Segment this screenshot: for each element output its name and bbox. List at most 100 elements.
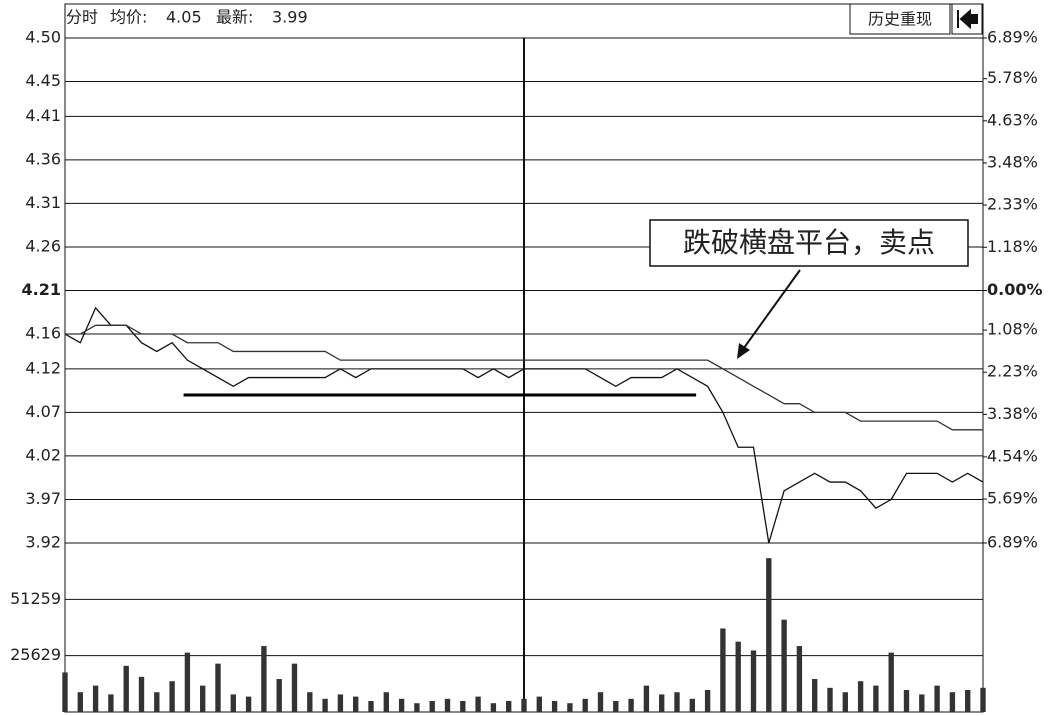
y2-tick-label: 5.69%	[987, 489, 1038, 508]
volume-bar	[827, 687, 833, 712]
history-button[interactable]: 历史重现	[849, 3, 951, 35]
volume-bar	[842, 692, 848, 712]
y-tick-label: 3.92	[25, 533, 61, 552]
back-icon[interactable]	[957, 8, 978, 30]
volume-bar	[414, 703, 420, 712]
volume-bar	[307, 692, 313, 712]
volume-bar	[689, 698, 695, 712]
volume-bar	[919, 694, 925, 712]
volume-bar	[108, 694, 114, 712]
volume-bar	[138, 676, 145, 712]
volume-tick-label: 25629	[10, 645, 61, 664]
price-line	[64, 306, 984, 544]
y2-tick-label: 2.33%	[987, 195, 1038, 214]
volume-bar	[628, 698, 634, 712]
volume-bar	[873, 685, 879, 712]
volume-bar	[812, 679, 818, 712]
volume-bar	[521, 698, 527, 712]
volume-bar	[429, 701, 435, 712]
volume-bar	[551, 701, 558, 712]
volume-bar	[613, 701, 619, 712]
volume-bar	[460, 701, 466, 712]
button-box[interactable]	[849, 3, 951, 35]
last-label: 最新:	[216, 8, 253, 27]
volume-bar	[643, 685, 650, 712]
y2-tick-label: 5.78%	[987, 68, 1038, 87]
annotation: 跌破横盘平台，卖点	[649, 219, 969, 359]
volume-bar	[475, 696, 481, 712]
y2-tick-label: 0.00%	[987, 280, 1043, 299]
volume-bar	[62, 672, 68, 712]
y-tick-label: 4.50	[25, 28, 61, 47]
y-tick-label: 4.26	[25, 236, 61, 255]
y2-tick-label: 3.48%	[987, 152, 1038, 171]
volume-bar	[888, 652, 894, 712]
avg-label: 均价:	[110, 8, 147, 27]
volume-bar	[261, 646, 267, 712]
volume-bar	[980, 687, 986, 712]
y-tick-label: 4.07	[25, 402, 61, 421]
volume-bar	[200, 685, 206, 712]
volume-bar	[215, 663, 221, 712]
volume-bar	[766, 558, 772, 712]
volume-bar	[750, 650, 757, 712]
volume-bar	[490, 703, 497, 712]
volume-bar	[398, 698, 405, 712]
volume-bar	[704, 690, 711, 712]
volume-bar	[949, 692, 956, 712]
volume-bar	[368, 701, 374, 712]
volume-bar	[781, 619, 787, 712]
y2-tick-label: 4.54%	[987, 446, 1038, 465]
volume-bar	[965, 690, 971, 712]
volume-bar	[674, 692, 680, 712]
y-tick-label: 4.12	[25, 358, 61, 377]
volume-bar	[796, 646, 803, 712]
volume-bar	[353, 696, 359, 712]
volume-bar	[184, 652, 191, 712]
y-tick-label: 4.21	[22, 280, 61, 299]
header: 分时 均价: 4.05 最新: 3.99	[66, 8, 308, 27]
annotation-box	[649, 219, 969, 267]
y-tick-label: 3.97	[25, 489, 61, 508]
volume-bar	[337, 694, 344, 712]
y-tick-label: 4.02	[25, 445, 61, 464]
volume-bar	[291, 663, 298, 712]
last-value: 3.99	[272, 8, 308, 27]
volume-bar	[322, 698, 328, 712]
volume-bar	[77, 692, 83, 712]
volume-bar	[903, 690, 910, 712]
volume-bar	[659, 694, 665, 712]
volume-bar	[934, 685, 940, 712]
volume-bar	[720, 628, 726, 712]
y-tick-label: 4.36	[25, 149, 61, 168]
y2-tick-label: 1.08%	[987, 320, 1038, 339]
volume-bar	[444, 698, 451, 712]
volume-bar	[276, 679, 282, 712]
y2-tick-label: 2.23%	[987, 362, 1038, 381]
y2-tick-label: 4.63%	[987, 110, 1038, 129]
y2-tick-label: 6.89%	[987, 533, 1038, 552]
y-tick-label: 4.41	[25, 106, 61, 125]
annotation-text: 跌破横盘平台，卖点	[683, 226, 935, 259]
volume-bar	[735, 641, 741, 712]
y2-tick-label: 6.89%	[987, 28, 1038, 47]
y2-tick-label: 3.38%	[987, 404, 1038, 423]
y-tick-label: 4.16	[25, 324, 61, 343]
header-title: 分时	[66, 8, 98, 27]
y2-tick-label: 1.18%	[987, 237, 1038, 256]
avg-value: 4.05	[166, 8, 202, 27]
back-button[interactable]	[951, 3, 983, 35]
volume-bar	[245, 696, 252, 712]
arrow-head	[737, 343, 750, 359]
volume-bar	[857, 681, 864, 712]
volume-bar	[506, 701, 512, 712]
volume-bar	[383, 692, 389, 712]
volume-bar	[92, 685, 99, 712]
y-tick-label: 4.31	[25, 193, 61, 212]
volume-bar	[123, 665, 129, 712]
annotation-arrow	[740, 269, 801, 353]
button-label[interactable]: 历史重现	[868, 10, 932, 29]
volume-bar	[154, 692, 160, 712]
